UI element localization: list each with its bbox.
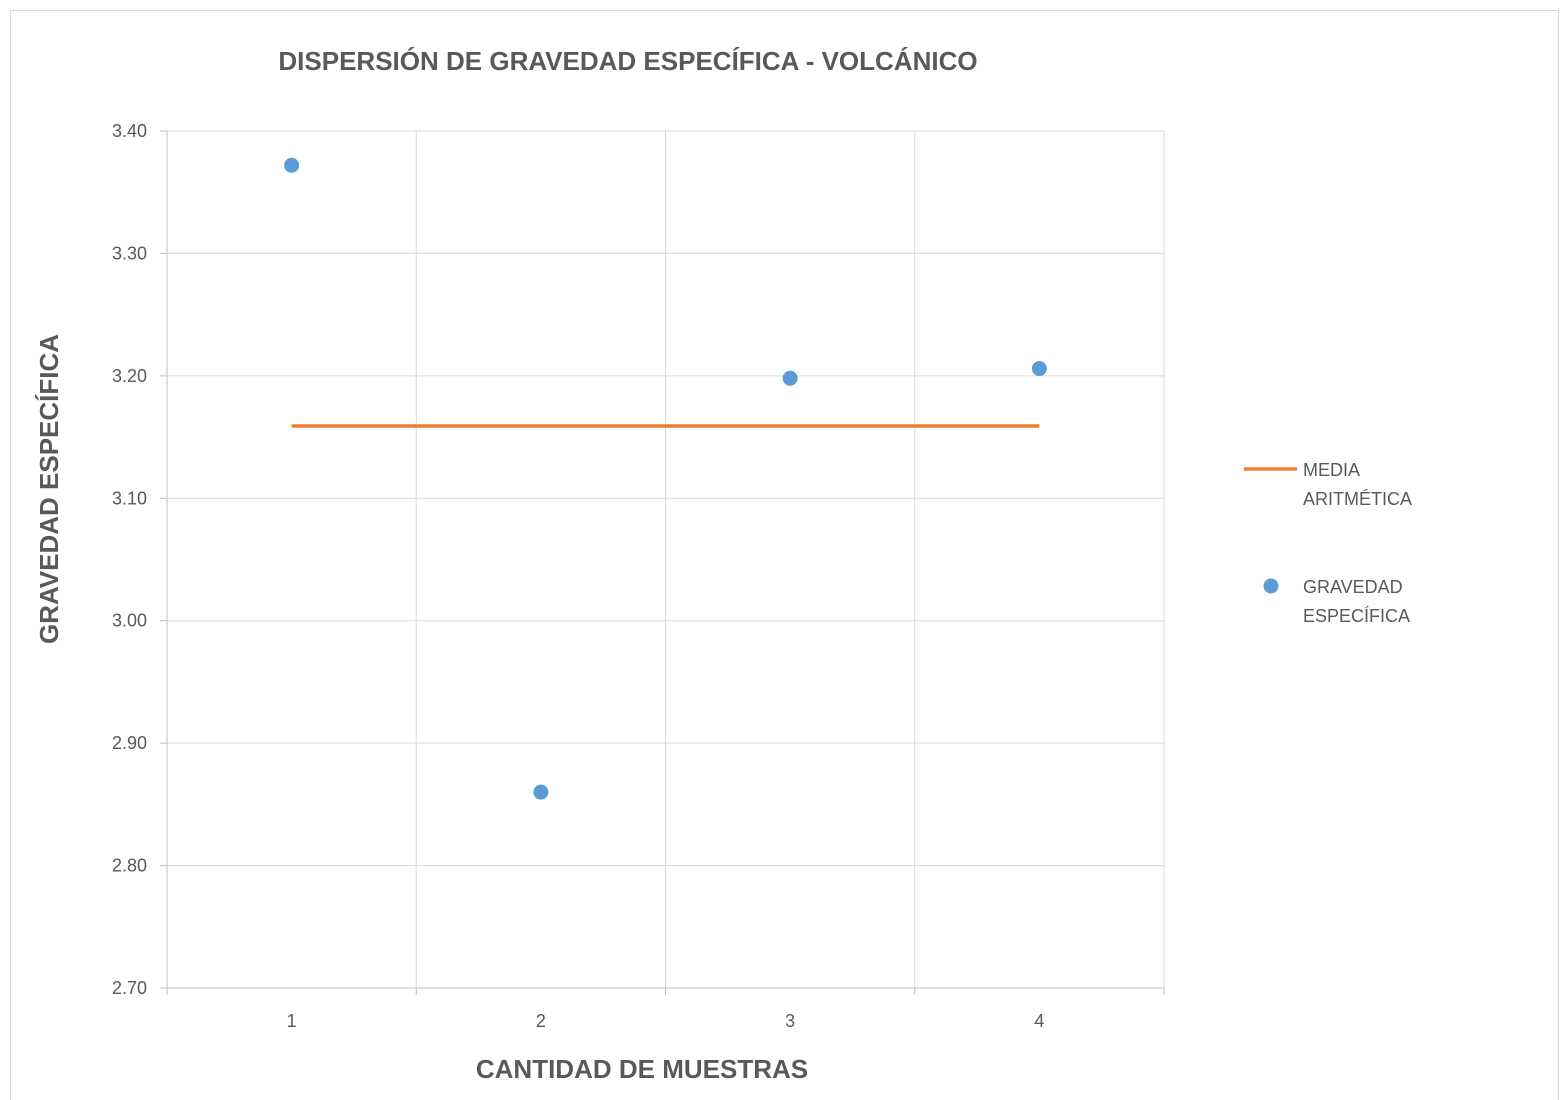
chart-frame: [10, 10, 1559, 1100]
y-tick-label: 3.00: [112, 611, 147, 631]
y-tick-label: 2.70: [112, 978, 147, 998]
x-axis-title: CANTIDAD DE MUESTRAS: [476, 1054, 808, 1084]
y-tick-label: 3.30: [112, 243, 147, 263]
data-point: [533, 784, 549, 800]
y-tick-label: 2.90: [112, 733, 147, 753]
axes: [160, 130, 1165, 995]
y-tick-label: 3.40: [112, 121, 147, 141]
x-tick-label: 1: [287, 1011, 297, 1031]
legend-label: MEDIA: [1303, 460, 1360, 480]
legend-marker-swatch: [1263, 578, 1279, 594]
x-tick-label: 3: [785, 1011, 795, 1031]
legend: MEDIA ARITMÉTICA GRAVEDAD ESPECÍFICA: [1244, 460, 1412, 626]
x-tick-label: 4: [1034, 1011, 1044, 1031]
x-tick-label: 2: [536, 1011, 546, 1031]
legend-label: ARITMÉTICA: [1303, 489, 1412, 509]
y-tick-label: 2.80: [112, 856, 147, 876]
series-layer: [284, 157, 1047, 800]
data-point: [782, 370, 798, 386]
data-point: [1031, 361, 1047, 377]
y-axis-title: GRAVEDAD ESPECÍFICA: [34, 334, 64, 644]
grid: [167, 130, 1165, 989]
chart-title: DISPERSIÓN DE GRAVEDAD ESPECÍFICA - VOLC…: [278, 46, 977, 76]
x-tick-labels: 1 2 3 4: [287, 1011, 1045, 1031]
y-tick-label: 3.20: [112, 366, 147, 386]
legend-label: ESPECÍFICA: [1303, 606, 1410, 626]
y-tick-labels: 2.70 2.80 2.90 3.00 3.10 3.20 3.30 3.40: [112, 121, 147, 998]
data-point: [284, 157, 300, 173]
legend-label: GRAVEDAD: [1303, 577, 1403, 597]
y-tick-label: 3.10: [112, 488, 147, 508]
